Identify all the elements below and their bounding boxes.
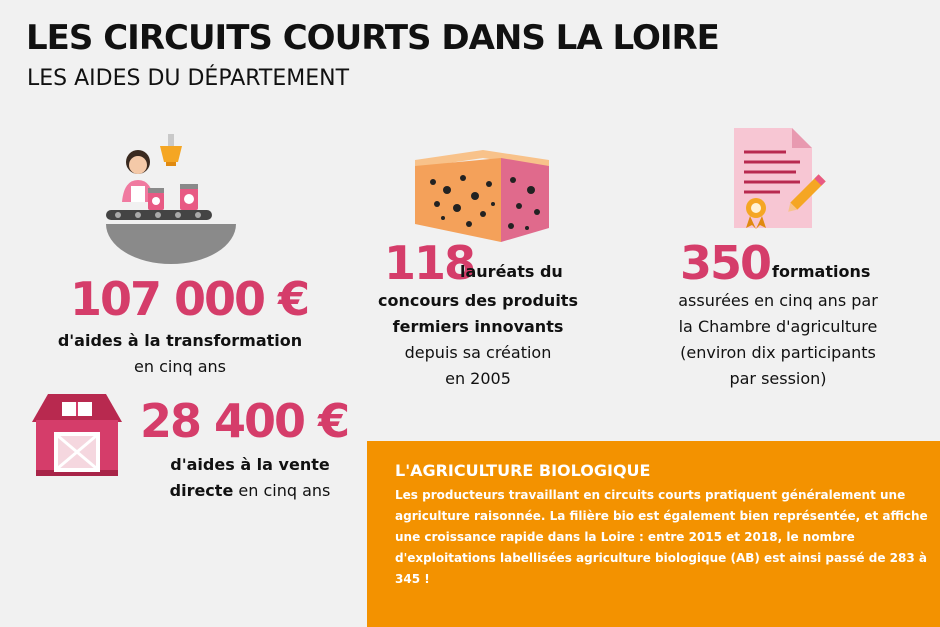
laureats-line1: lauréats du: [460, 262, 563, 281]
vente-period: directe en cinq ans: [150, 478, 350, 504]
transformation-period: en cinq ans: [134, 357, 226, 376]
formations-line2: assurées en cinq ans par: [678, 291, 878, 310]
laureats-line4: depuis sa création: [404, 343, 552, 362]
formations-number: 350: [680, 236, 772, 290]
certificate-icon: [734, 128, 826, 229]
laureats-number: 118: [384, 236, 476, 290]
bio-title: L'AGRICULTURE BIOLOGIQUE: [395, 461, 651, 480]
vente-amount: 28 400 €: [140, 394, 350, 448]
formations-line1: formations: [772, 262, 871, 281]
page-title: LES CIRCUITS COURTS DANS LA LOIRE: [26, 18, 720, 58]
formations-line3: la Chambre d'agriculture: [678, 317, 878, 336]
page-subtitle: LES AIDES DU DÉPARTEMENT: [27, 66, 350, 91]
cheese-icon: [415, 150, 549, 242]
vente-period-text: en cinq ans: [233, 481, 331, 500]
barn-icon: [32, 394, 122, 476]
laureats-line2: concours des produits: [378, 291, 578, 310]
conveyor-worker-icon: [106, 134, 236, 264]
formations-line5: par session): [729, 369, 827, 388]
laureats-line3: fermiers innovants: [392, 317, 564, 336]
vente-label: d'aides à la vente: [170, 455, 330, 474]
formations-line4: (environ dix participants: [680, 343, 876, 362]
vente-label-2: directe: [169, 481, 234, 500]
bio-panel: L'AGRICULTURE BIOLOGIQUE Les producteurs…: [367, 441, 940, 627]
laureats-line5: en 2005: [445, 369, 511, 388]
bio-text: Les producteurs travaillant en circuits …: [395, 488, 928, 586]
transformation-label: d'aides à la transformation: [57, 331, 303, 350]
transformation-amount: 107 000 €: [70, 272, 310, 326]
